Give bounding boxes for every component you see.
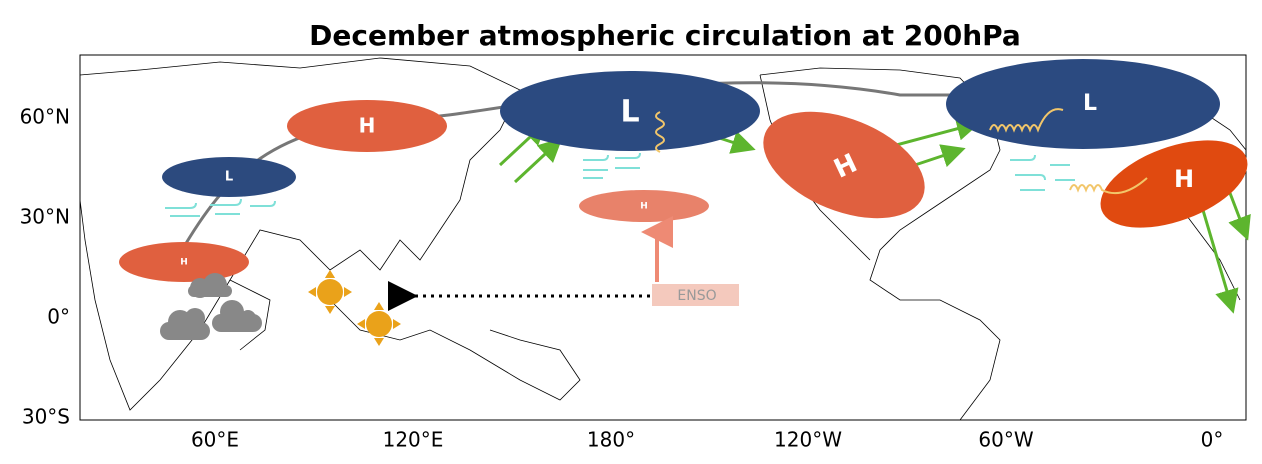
lon-tick-label: 120°E	[383, 428, 444, 452]
clouds	[160, 273, 262, 340]
lon-tick-label: 180°	[587, 428, 635, 452]
lon-ticks: 60°E 120°E 180° 120°W 60°W 0°	[191, 428, 1223, 452]
lon-tick-label: 120°W	[774, 428, 842, 452]
wave-trains	[655, 108, 1148, 194]
enso-label: ENSO	[677, 288, 716, 304]
lon-tick-label: 60°W	[978, 428, 1033, 452]
lat-tick-label: 0°	[47, 305, 70, 329]
systems: H L H L H H L H	[119, 59, 1248, 282]
system-label: H	[640, 202, 648, 212]
system-label: H	[359, 114, 376, 138]
wind-symbols	[165, 152, 1075, 217]
lat-tick-label: 30°N	[20, 205, 70, 229]
system-label: H	[180, 258, 188, 268]
system-label: L	[225, 170, 233, 185]
lat-tick-label: 30°S	[22, 405, 70, 429]
system-label: H	[1174, 165, 1194, 193]
lon-tick-label: 60°E	[191, 428, 239, 452]
suns	[308, 270, 401, 346]
system-label: L	[1083, 91, 1097, 116]
system-label: L	[620, 95, 639, 130]
enso-box	[652, 284, 739, 306]
lat-ticks: 60°N 30°N 0° 30°S	[20, 105, 70, 429]
lat-tick-label: 60°N	[20, 105, 70, 129]
lon-tick-label: 0°	[1201, 428, 1224, 452]
title: December atmospheric circulation at 200h…	[309, 19, 1021, 52]
